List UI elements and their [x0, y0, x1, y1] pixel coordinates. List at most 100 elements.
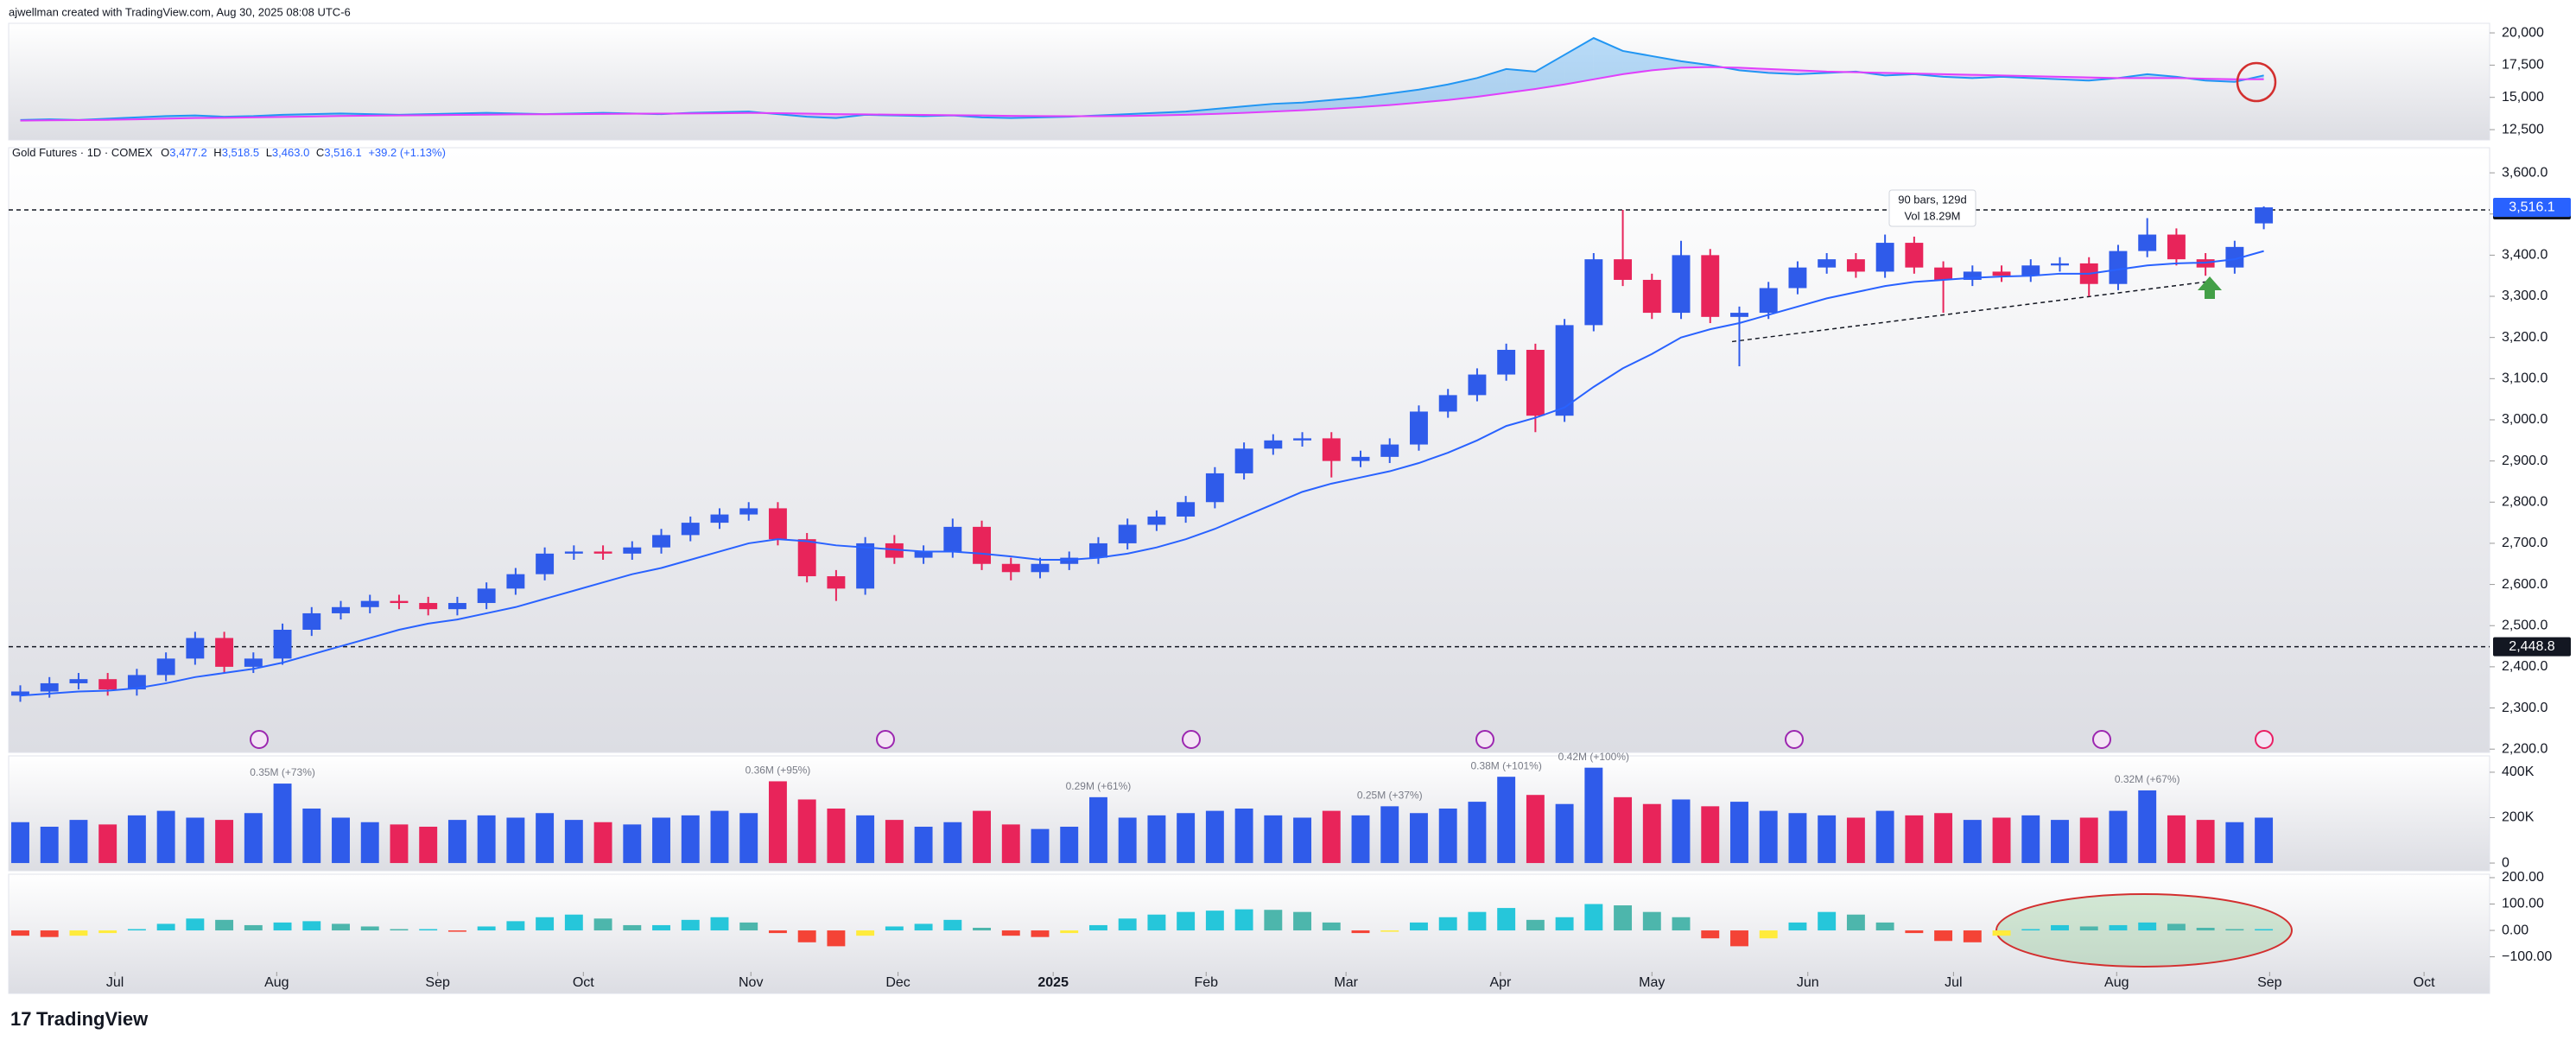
- volume-bar: [332, 817, 350, 864]
- histogram-bar: [127, 929, 146, 931]
- event-icon[interactable]: [1182, 730, 1201, 749]
- level-bg: [2493, 637, 2571, 657]
- candle-body: [1759, 288, 1778, 314]
- histogram-bar: [1351, 930, 1370, 934]
- histogram-bar: [273, 922, 292, 931]
- volume-bar: [273, 784, 292, 864]
- y-tick-label: 20,000: [2502, 25, 2544, 40]
- candle-body: [332, 606, 350, 613]
- volume-bar: [1497, 777, 1516, 864]
- histogram-bar: [1875, 922, 1894, 931]
- histogram-bar: [1293, 911, 1312, 931]
- histogram-bar: [943, 919, 962, 931]
- indicator-line: [20, 66, 2264, 122]
- candle-body: [1380, 444, 1399, 457]
- histogram-bar: [1088, 924, 1107, 931]
- volume-bar: [1672, 799, 1691, 864]
- volume-bar: [2138, 790, 2157, 864]
- histogram-bar: [1031, 930, 1050, 937]
- candle-body: [2255, 207, 2274, 224]
- price-label: 3,516.1: [2509, 200, 2554, 214]
- volume-bar: [1759, 810, 1778, 864]
- x-tick-label: Aug: [2104, 975, 2129, 990]
- histogram-bar: [332, 923, 350, 931]
- histogram-bar: [1380, 930, 1399, 932]
- candle-body: [477, 588, 496, 604]
- volume-bar: [1526, 795, 1545, 864]
- candle-body: [623, 547, 642, 554]
- histogram-bar: [885, 926, 904, 931]
- candle-body: [768, 508, 787, 540]
- histogram-bar: [710, 917, 729, 931]
- y-tick-label: 3,400.0: [2502, 248, 2547, 263]
- y-tick-label: 3,100.0: [2502, 371, 2547, 386]
- y-tick-label: 2,900.0: [2502, 454, 2547, 468]
- histogram-bar: [2109, 924, 2128, 931]
- candle-body: [506, 574, 525, 589]
- histogram-bar: [1001, 930, 1020, 936]
- spread-fill: [1535, 54, 1565, 90]
- event-icon[interactable]: [250, 730, 269, 749]
- event-icon[interactable]: [1785, 730, 1804, 749]
- measure-box: [1888, 189, 1976, 227]
- candle-body: [1730, 313, 1748, 317]
- candle-body: [1234, 448, 1253, 473]
- logo-mark: 17: [10, 1008, 31, 1030]
- histogram-bar: [1934, 930, 1953, 942]
- x-tick-label: Nov: [739, 975, 763, 990]
- histogram-bar: [1526, 919, 1545, 931]
- volume-bar: [1438, 808, 1457, 864]
- candle-body: [2021, 265, 2040, 276]
- volume-bar: [943, 822, 962, 864]
- event-icon[interactable]: [2092, 730, 2111, 749]
- volume-bar: [127, 815, 146, 864]
- ohlc-key: C: [316, 146, 324, 159]
- y-tick-label: 2,400.0: [2502, 659, 2547, 674]
- volume-bar: [1293, 817, 1312, 864]
- y-tick-label: 2,700.0: [2502, 536, 2547, 550]
- event-icon[interactable]: [1475, 730, 1494, 749]
- y-tick-label: 3,600.0: [2502, 165, 2547, 180]
- histogram-bar: [914, 923, 933, 931]
- volume-bar: [1846, 817, 1865, 864]
- histogram-bar: [447, 930, 466, 932]
- volume-bar: [2109, 810, 2128, 864]
- y-tick-label: 2,800.0: [2502, 494, 2547, 509]
- histogram-bar: [1788, 922, 1807, 931]
- y-tick-label: 0.00: [2502, 923, 2528, 937]
- volume-bar: [1264, 815, 1283, 864]
- histogram-bar: [2021, 929, 2040, 931]
- candle-body: [1846, 259, 1865, 272]
- candle-body: [1934, 267, 1953, 280]
- histogram-bar: [797, 930, 816, 942]
- symbol-legend: Gold Futures · 1D · COMEX O3,477.2 H3,51…: [12, 146, 446, 159]
- histogram-bar: [1205, 911, 1224, 931]
- spread-fill: [1389, 89, 1419, 105]
- event-icon[interactable]: [2255, 730, 2274, 749]
- event-icon[interactable]: [876, 730, 895, 749]
- candle-body: [98, 679, 117, 690]
- volume-label: 0.32M (+67%): [2115, 773, 2180, 785]
- candle-body: [536, 553, 555, 574]
- volume-label: 0.25M (+37%): [1357, 790, 1423, 802]
- histogram-bar: [1963, 930, 1982, 942]
- volume-bar: [2079, 817, 2098, 864]
- candle-body: [1701, 255, 1720, 317]
- x-tick-label: Apr: [1489, 975, 1512, 990]
- histogram-bar: [1992, 930, 2011, 936]
- volume-bar: [1088, 796, 1107, 864]
- candle-body: [1147, 516, 1166, 525]
- candle-body: [1584, 259, 1603, 326]
- volume-bar: [2167, 815, 2186, 864]
- volume-bar: [1322, 810, 1341, 864]
- candle-body: [2138, 234, 2157, 251]
- volume-bar: [1205, 810, 1224, 864]
- histogram-bar: [564, 914, 583, 931]
- volume-bar: [564, 820, 583, 864]
- histogram-bar: [477, 926, 496, 931]
- candle-body: [739, 508, 758, 515]
- volume-bar: [1234, 808, 1253, 864]
- candle-body: [1614, 259, 1633, 280]
- volume-bar: [390, 824, 409, 864]
